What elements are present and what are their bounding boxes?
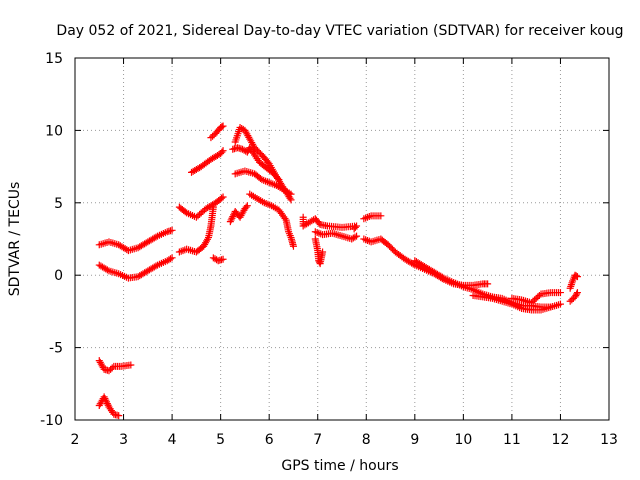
chart-title: Day 052 of 2021, Sidereal Day-to-day VTE… bbox=[56, 23, 623, 39]
y-tick-label: 15 bbox=[45, 51, 63, 67]
data-point bbox=[286, 194, 294, 202]
data-point bbox=[101, 395, 109, 403]
data-point bbox=[377, 212, 385, 220]
x-tick-label: 13 bbox=[600, 432, 618, 448]
data-point bbox=[573, 273, 581, 281]
series-arc-b bbox=[95, 254, 176, 282]
axis-ticks bbox=[74, 57, 610, 421]
series-arc-r bbox=[360, 212, 385, 223]
series-arc-n bbox=[246, 190, 297, 250]
data-point bbox=[556, 300, 564, 308]
data-point bbox=[219, 193, 227, 201]
data-point bbox=[573, 289, 581, 297]
data-point bbox=[274, 174, 282, 182]
data-point bbox=[219, 122, 227, 130]
y-tick-label: 10 bbox=[45, 123, 63, 139]
data-point bbox=[226, 218, 234, 226]
series-arc-v bbox=[508, 289, 564, 307]
data-point bbox=[353, 232, 361, 240]
series-arc-a bbox=[95, 226, 176, 255]
data-point bbox=[103, 400, 111, 408]
data-point bbox=[281, 214, 289, 222]
data-point bbox=[573, 290, 581, 298]
series-arc-o bbox=[299, 213, 361, 233]
data-points bbox=[95, 122, 581, 420]
x-tick-label: 7 bbox=[313, 432, 322, 448]
data-point bbox=[152, 233, 160, 241]
data-point bbox=[484, 280, 492, 288]
series-arc-q bbox=[311, 235, 327, 268]
x-tick-label: 3 bbox=[119, 432, 128, 448]
data-point bbox=[218, 123, 226, 131]
data-point bbox=[289, 242, 297, 250]
data-point bbox=[168, 226, 176, 234]
x-tick-labels: 2 3 4 5 6 7 8 9 10 11 12 13 bbox=[71, 432, 618, 448]
data-point bbox=[103, 266, 111, 274]
series-arc-p bbox=[311, 228, 361, 243]
data-point bbox=[242, 203, 250, 211]
y-tick-label: -10 bbox=[40, 413, 63, 429]
series-arc-d bbox=[95, 393, 123, 420]
plot-frame bbox=[74, 57, 610, 421]
series-arc-l bbox=[229, 144, 283, 184]
data-point bbox=[168, 254, 176, 262]
x-axis-label: GPS time / hours bbox=[281, 458, 398, 474]
series-arc-w bbox=[566, 271, 581, 292]
data-point bbox=[535, 291, 543, 299]
data-point bbox=[100, 393, 108, 401]
y-tick-label: -5 bbox=[49, 341, 63, 357]
y-tick-label: 5 bbox=[54, 196, 63, 212]
series-arc-u bbox=[469, 291, 555, 314]
data-point bbox=[219, 147, 227, 155]
data-point bbox=[209, 203, 217, 211]
data-point bbox=[243, 202, 251, 210]
data-point bbox=[218, 194, 226, 202]
data-point bbox=[438, 273, 446, 281]
x-tick-label: 8 bbox=[362, 432, 371, 448]
series-arc-h bbox=[175, 203, 217, 256]
series-arc-c bbox=[95, 357, 135, 375]
series-arc-x bbox=[566, 289, 581, 305]
data-point bbox=[166, 255, 174, 263]
series-arc-j bbox=[226, 202, 251, 226]
data-point bbox=[227, 216, 235, 224]
series-arc-i bbox=[209, 254, 227, 265]
data-point bbox=[547, 303, 555, 311]
data-point bbox=[228, 214, 236, 222]
x-tick-label: 5 bbox=[216, 432, 225, 448]
series-arc-f bbox=[188, 147, 227, 176]
series-arc-g bbox=[207, 122, 227, 142]
data-point bbox=[127, 361, 135, 369]
data-point bbox=[350, 225, 358, 233]
data-point bbox=[152, 262, 160, 270]
y-tick-labels: -10 -5 0 5 10 15 bbox=[40, 51, 63, 429]
data-point bbox=[115, 412, 123, 420]
data-point bbox=[103, 398, 111, 406]
data-point bbox=[572, 272, 580, 280]
series-arc-m bbox=[231, 167, 295, 198]
data-point bbox=[287, 190, 295, 198]
data-point bbox=[275, 176, 283, 184]
data-point bbox=[556, 289, 564, 297]
x-tick-label: 10 bbox=[454, 432, 472, 448]
data-point bbox=[351, 223, 359, 231]
x-tick-label: 12 bbox=[552, 432, 570, 448]
y-axis-label: SDTVAR / TECUs bbox=[7, 182, 23, 297]
data-point bbox=[219, 255, 227, 263]
x-tick-label: 9 bbox=[410, 432, 419, 448]
x-tick-label: 6 bbox=[265, 432, 274, 448]
x-tick-label: 2 bbox=[71, 432, 80, 448]
data-point bbox=[229, 213, 237, 221]
x-tick-label: 4 bbox=[168, 432, 177, 448]
data-point bbox=[108, 364, 116, 372]
data-point bbox=[319, 248, 327, 256]
data-point bbox=[218, 148, 226, 156]
data-point bbox=[351, 233, 359, 241]
data-point bbox=[102, 396, 110, 404]
y-tick-label: 0 bbox=[54, 268, 63, 284]
x-tick-label: 11 bbox=[503, 432, 521, 448]
